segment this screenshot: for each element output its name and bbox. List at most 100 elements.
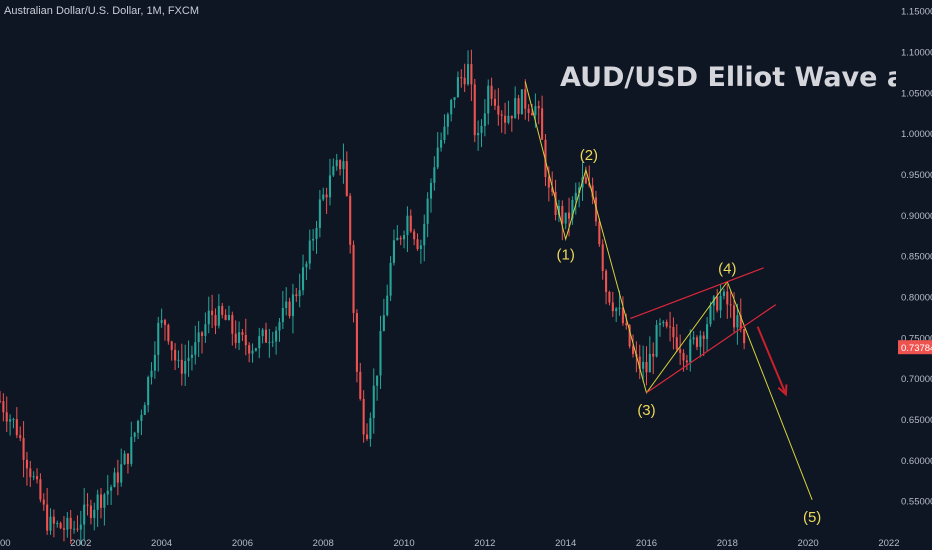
candle-body [732,305,736,328]
candle-body [110,487,113,491]
projection-arrow-line [756,326,787,395]
candle-body [409,215,412,232]
candle-body [116,472,119,483]
candle-body [554,191,557,216]
candle-body [342,161,345,170]
candle-body [103,494,106,508]
price-tick-label: 0.85000 [901,252,932,263]
candle-body [9,419,12,422]
candle-body [480,126,483,133]
candle-body [648,353,651,373]
candle-body [493,98,497,106]
time-tick-label: 2018 [717,538,738,549]
candle-body [160,320,163,323]
candle-body [440,139,443,148]
candle-body [564,212,567,224]
candle-body [345,161,348,196]
price-axis[interactable]: 0.55000 0.60000 0.65000 0.70000 0.75000 0.800… [898,7,932,508]
candle-body [261,329,264,337]
candle-body [392,240,395,263]
candle-body [591,185,594,198]
candle-body [638,356,641,369]
candle-body [423,223,426,246]
candle-body [665,321,668,327]
last-price-tag [898,340,932,355]
candle-body [268,341,271,343]
candle-body [157,322,160,355]
candle-body [19,435,22,438]
candle-body [79,524,82,530]
candle-body [349,195,352,245]
candle-body [153,354,156,371]
candle-body [99,494,103,508]
candle-body [86,504,89,506]
candle-body [530,112,534,116]
candle-body [264,329,268,343]
wave-label: (1) [557,246,575,263]
candle-body [190,354,193,358]
time-tick-label: 2008 [313,538,334,549]
candle-body [355,313,358,372]
candle-body [15,419,18,436]
candle-body [332,166,335,176]
candle-body [328,175,332,198]
price-tick-label: 0.95000 [901,170,932,181]
candle-body [520,89,523,115]
candle-body [672,326,675,338]
candle-body [278,322,281,331]
candle-body [605,270,608,292]
candle-body [133,432,136,437]
candle-body [184,360,187,374]
time-tick-label: 2016 [636,538,657,549]
candle-body [574,192,577,200]
candle-body [450,100,453,115]
candle-body [46,504,49,531]
price-tick-label: 1.00000 [901,129,932,140]
candle-body [413,231,416,240]
candle-body [463,77,466,85]
candle-body [571,199,574,219]
candle-body [537,106,540,109]
wave-label: (5) [803,509,821,526]
candle-body [584,177,587,184]
candle-body [500,114,503,116]
candle-body [251,350,254,354]
time-tick-label: 2020 [798,538,819,549]
candle-body [561,205,564,224]
candle-body [248,345,251,354]
candle-body [89,505,92,519]
candle-body [433,167,436,183]
candle-body [598,221,601,245]
candle-body [645,361,648,373]
candle-body [325,194,328,198]
candle-body [426,198,429,224]
candle-body [187,357,190,361]
candle-body [689,339,692,363]
candle-body [399,237,402,240]
candle-body [143,405,146,415]
candle-body [615,308,618,312]
candle-body [207,310,210,325]
candle-body [625,323,628,326]
candle-body [527,108,530,113]
candle-body [301,267,305,291]
time-axis[interactable]: 2000 2002 2004 2006 2008 2010 2012 2014 2016 2018… [0,538,899,549]
candle-body [541,108,544,140]
candle-body [180,359,183,374]
candle-body [271,341,274,343]
candle-body [123,453,126,465]
candle-body [288,301,291,317]
time-tick-label: 2006 [232,538,253,549]
candle-body [709,305,712,325]
candle-body [534,106,537,116]
candle-body [446,114,449,127]
candle-body [12,419,15,421]
candle-body [588,183,591,186]
candle-body [126,453,129,464]
candle-body [685,360,688,363]
candle-body [702,335,705,340]
candle-body [739,315,742,330]
candle-body [167,324,170,342]
candle-body [174,349,177,361]
